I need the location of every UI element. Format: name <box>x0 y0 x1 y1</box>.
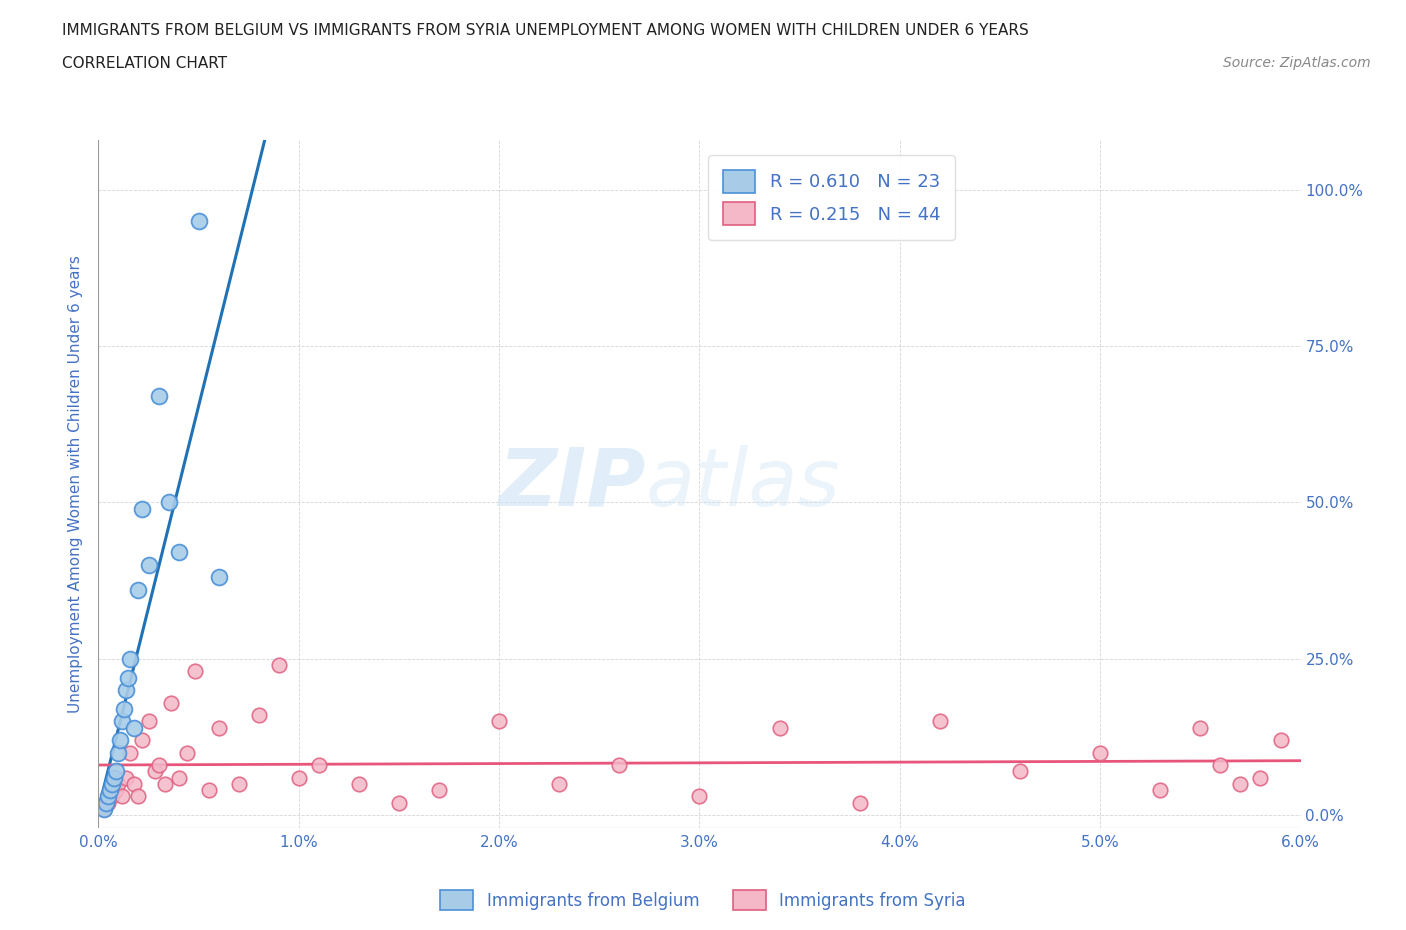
Point <box>148 389 170 404</box>
Point <box>120 745 142 760</box>
Point <box>111 714 134 729</box>
Point <box>93 802 115 817</box>
Text: ZIP: ZIP <box>498 445 645 523</box>
Y-axis label: Unemployment Among Women with Children Under 6 years: Unemployment Among Women with Children U… <box>67 255 83 712</box>
Point <box>1270 733 1292 748</box>
Point <box>143 764 166 778</box>
Point <box>157 495 180 510</box>
Point <box>124 777 146 791</box>
Point <box>308 758 330 773</box>
Point <box>187 213 209 228</box>
Text: IMMIGRANTS FROM BELGIUM VS IMMIGRANTS FROM SYRIA UNEMPLOYMENT AMONG WOMEN WITH C: IMMIGRANTS FROM BELGIUM VS IMMIGRANTS FR… <box>62 23 1029 38</box>
Point <box>689 789 711 804</box>
Point <box>1189 720 1212 735</box>
Point <box>111 789 134 804</box>
Point <box>117 671 139 685</box>
Point <box>159 695 181 710</box>
Point <box>1090 745 1112 760</box>
Point <box>105 764 128 778</box>
Point <box>388 795 411 810</box>
Point <box>288 770 311 785</box>
Point <box>115 683 138 698</box>
Point <box>131 501 153 516</box>
Point <box>128 789 150 804</box>
Point <box>929 714 952 729</box>
Point <box>153 777 176 791</box>
Point <box>228 777 250 791</box>
Point <box>183 664 205 679</box>
Point <box>128 582 150 597</box>
Point <box>107 777 129 791</box>
Point <box>96 795 118 810</box>
Legend: Immigrants from Belgium, Immigrants from Syria: Immigrants from Belgium, Immigrants from… <box>433 884 973 917</box>
Point <box>97 789 120 804</box>
Point <box>110 733 132 748</box>
Point <box>138 557 160 572</box>
Point <box>548 777 571 791</box>
Point <box>103 770 125 785</box>
Point <box>101 777 124 791</box>
Point <box>267 658 290 672</box>
Point <box>176 745 198 760</box>
Point <box>197 783 219 798</box>
Point <box>1149 783 1171 798</box>
Point <box>97 795 120 810</box>
Text: Source: ZipAtlas.com: Source: ZipAtlas.com <box>1223 56 1371 70</box>
Point <box>124 720 146 735</box>
Point <box>114 701 136 716</box>
Point <box>167 545 190 560</box>
Point <box>138 714 160 729</box>
Point <box>131 733 153 748</box>
Point <box>1229 777 1251 791</box>
Legend: R = 0.610   N = 23, R = 0.215   N = 44: R = 0.610 N = 23, R = 0.215 N = 44 <box>709 155 955 240</box>
Point <box>208 570 231 585</box>
Text: atlas: atlas <box>645 445 841 523</box>
Point <box>1209 758 1232 773</box>
Point <box>609 758 631 773</box>
Point <box>347 777 370 791</box>
Point <box>167 770 190 785</box>
Point <box>115 770 138 785</box>
Point <box>208 720 231 735</box>
Point <box>247 708 270 723</box>
Point <box>1010 764 1032 778</box>
Point <box>1250 770 1272 785</box>
Point <box>849 795 872 810</box>
Point <box>120 651 142 666</box>
Text: CORRELATION CHART: CORRELATION CHART <box>62 56 226 71</box>
Point <box>100 783 122 798</box>
Point <box>148 758 170 773</box>
Point <box>427 783 450 798</box>
Point <box>93 802 115 817</box>
Point <box>107 745 129 760</box>
Point <box>488 714 510 729</box>
Point <box>105 783 128 798</box>
Point <box>101 789 124 804</box>
Point <box>769 720 792 735</box>
